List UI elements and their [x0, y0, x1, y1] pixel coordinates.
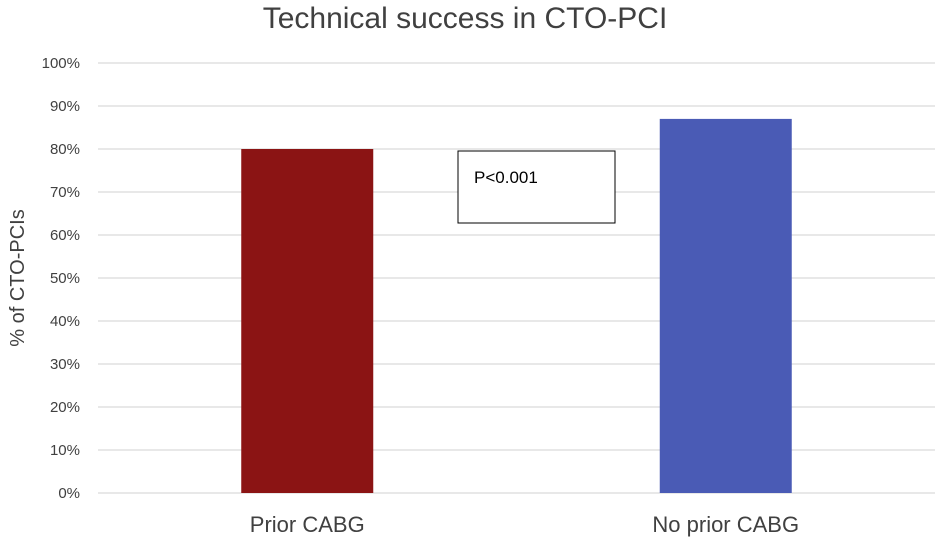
bar-prior-cabg	[241, 149, 374, 493]
y-tick-label: 40%	[50, 313, 80, 330]
p-value-annotation: P<0.001	[457, 150, 616, 224]
bar-no-prior-cabg	[659, 118, 792, 494]
y-tick-label: 20%	[50, 399, 80, 416]
y-tick-label: 70%	[50, 184, 80, 201]
y-tick-label: 30%	[50, 356, 80, 373]
annotation-text: P<0.001	[474, 168, 538, 187]
y-tick-label: 0%	[58, 485, 80, 502]
y-tick-label: 80%	[50, 141, 80, 158]
y-axis-label: % of CTO-PCIs	[7, 209, 29, 346]
y-axis-ticks: 0% 10% 20% 30% 40% 50% 60% 70% 80% 90% 100%	[42, 55, 80, 502]
y-tick-label: 90%	[50, 98, 80, 115]
gridlines	[98, 62, 935, 494]
x-axis-ticks: Prior CABG No prior CABG	[250, 512, 799, 537]
chart-title: Technical success in CTO-PCI	[263, 2, 668, 35]
bars	[241, 118, 792, 494]
x-tick-label: Prior CABG	[250, 512, 365, 537]
annotation-box	[457, 150, 616, 224]
y-tick-label: 10%	[50, 442, 80, 459]
y-tick-label: 60%	[50, 227, 80, 244]
y-tick-label: 100%	[42, 55, 80, 72]
x-tick-label: No prior CABG	[652, 512, 799, 537]
y-tick-label: 50%	[50, 270, 80, 287]
